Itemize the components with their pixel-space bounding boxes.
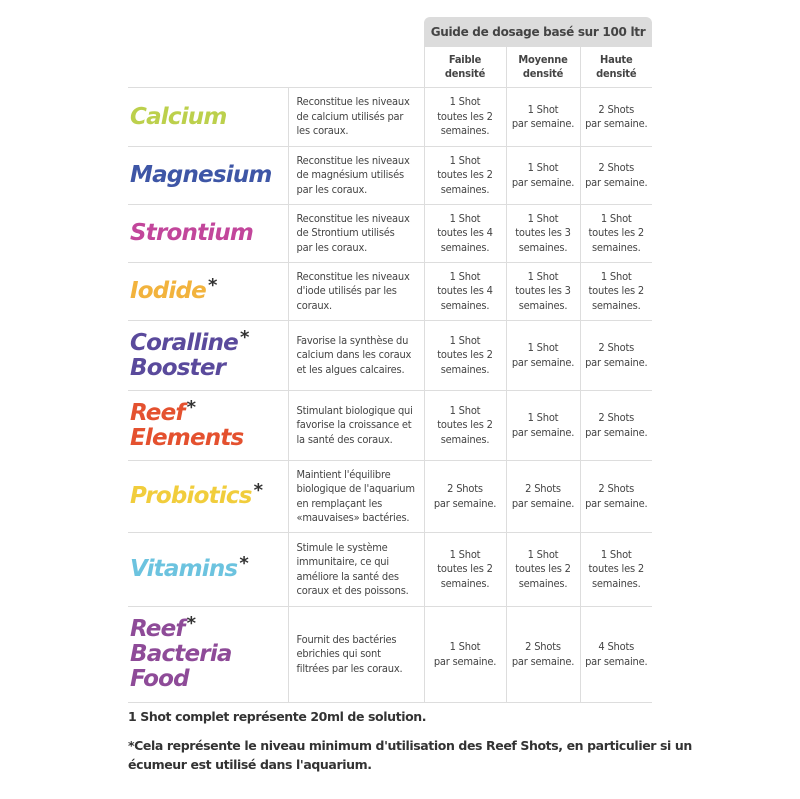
product-name-line: Vitamins	[130, 556, 238, 582]
product-name-line: Coralline	[130, 329, 239, 356]
product-name: Reef * Bacteria Food	[128, 606, 289, 703]
dose-low-density: 1 Shot toutes les 4 semaines.	[423, 204, 507, 263]
product-name-line: Reef	[130, 399, 185, 426]
blank-header-cell	[128, 47, 288, 88]
dosage-table: Faible densité Moyenne densité Haute den…	[128, 47, 652, 703]
dose-medium-density: 1 Shot par semaine.	[505, 146, 581, 205]
table-row: Probiotics * Maintient l'équilibre biologi…	[128, 460, 652, 533]
dose-medium-density: 2 Shots par semaine.	[505, 460, 581, 533]
asterisk-mark: *	[239, 553, 248, 574]
product-description: Reconstitue les niveaux de Strontium uti…	[287, 204, 425, 263]
product-name-line: Elements	[130, 424, 244, 451]
dose-low-density: 1 Shot toutes les 2 semaines.	[423, 87, 507, 147]
table-row: Calcium Reconstitue les niveaux de calciu…	[128, 87, 652, 147]
table-row: Reef * Bacteria Food Fournit des bactéries e…	[128, 606, 652, 703]
table-row: Coralline * Booster Favorise la synthèse du…	[128, 320, 652, 391]
dose-low-density: 2 Shots par semaine.	[423, 460, 507, 533]
asterisk-mark: *	[207, 275, 217, 296]
dose-high-density: 2 Shots par semaine.	[579, 460, 652, 533]
dose-medium-density: 1 Shot par semaine.	[505, 320, 581, 391]
product-name: Probiotics *	[128, 460, 289, 533]
product-name-line: Booster	[130, 354, 226, 381]
product-name: Reef * Elements	[128, 390, 289, 461]
dose-high-density: 1 Shot toutes les 2 semaines.	[579, 262, 652, 321]
dose-high-density: 2 Shots par semaine.	[579, 146, 652, 205]
asterisk-mark: *	[186, 613, 196, 634]
dosage-guide-header: Guide de dosage basé sur 100 ltr	[424, 17, 652, 47]
product-name-line: Strontium	[130, 220, 254, 246]
dose-low-density: 1 Shot toutes les 4 semaines.	[423, 262, 507, 321]
column-header-row: Faible densité Moyenne densité Haute den…	[128, 47, 652, 88]
product-name-line: Probiotics	[130, 483, 252, 509]
column-header-high-density: Haute densité	[579, 47, 652, 88]
dose-high-density: 2 Shots par semaine.	[579, 87, 652, 147]
column-header-medium-density: Moyenne densité	[505, 47, 581, 88]
dose-medium-density: 1 Shot par semaine.	[505, 87, 581, 147]
product-name-line: Reef	[130, 616, 185, 642]
asterisk-mark: *	[253, 480, 263, 501]
product-name: Vitamins *	[128, 532, 289, 607]
dose-medium-density: 1 Shot toutes les 3 semaines.	[505, 204, 581, 263]
blank-header-cell	[288, 47, 424, 88]
product-name: Coralline * Booster	[128, 320, 289, 391]
product-description: Reconstitue les niveaux de calcium utili…	[287, 87, 425, 147]
table-row: Reef * Elements Stimulant biologique qui fa…	[128, 390, 652, 461]
dose-low-density: 1 Shot par semaine.	[423, 606, 507, 703]
product-description: Stimulant biologique qui favorise la cro…	[287, 390, 425, 461]
dose-low-density: 1 Shot toutes les 2 semaines.	[423, 146, 507, 205]
product-name-line: Food	[130, 666, 190, 692]
product-name-line: Calcium	[130, 103, 227, 130]
product-description: Reconstitue les niveaux d'iode utilisés …	[287, 262, 425, 321]
table-row: Iodide * Reconstitue les niveaux d'iode ut…	[128, 262, 652, 321]
dose-low-density: 1 Shot toutes les 2 semaines.	[423, 532, 507, 607]
dose-low-density: 1 Shot toutes les 2 semaines.	[423, 390, 507, 461]
dose-high-density: 2 Shots par semaine.	[579, 390, 652, 461]
footnote-shot: 1 Shot complet représente 20ml de soluti…	[128, 709, 427, 724]
product-description: Reconstitue les niveaux de magnésium uti…	[287, 146, 425, 205]
product-name-line: Bacteria	[130, 641, 232, 667]
dose-high-density: 1 Shot toutes les 2 semaines.	[579, 204, 652, 263]
dose-low-density: 1 Shot toutes les 2 semaines.	[423, 320, 507, 391]
product-description: Maintient l'équilibre biologique de l'aq…	[287, 460, 425, 533]
product-description: Stimule le système immunitaire, ce qui a…	[287, 532, 425, 607]
asterisk-mark: *	[239, 326, 249, 348]
product-name: Calcium	[128, 87, 289, 147]
product-description: Favorise la synthèse du calcium dans les…	[287, 320, 425, 391]
dose-medium-density: 2 Shots par semaine.	[505, 606, 581, 703]
product-name-line: Iodide	[130, 278, 207, 304]
dose-medium-density: 1 Shot toutes les 2 semaines.	[505, 532, 581, 607]
table-row: Vitamins * Stimule le système immunitaire,…	[128, 532, 652, 607]
asterisk-mark: *	[186, 396, 196, 418]
dose-high-density: 2 Shots par semaine.	[579, 320, 652, 391]
footnote-asterisk: *Cela représente le niveau minimum d'uti…	[128, 738, 692, 772]
product-description: Fournit des bactéries ebrichies qui sont…	[287, 606, 425, 703]
product-name-line: Magnesium	[130, 162, 272, 188]
product-name: Strontium	[128, 204, 289, 263]
dose-high-density: 4 Shots par semaine.	[579, 606, 652, 703]
table-row: Strontium Reconstitue les niveaux de Stro…	[128, 204, 652, 263]
product-name: Magnesium	[128, 146, 289, 205]
dose-medium-density: 1 Shot toutes les 3 semaines.	[505, 262, 581, 321]
column-header-low-density: Faible densité	[423, 47, 507, 88]
table-row: Magnesium Reconstitue les niveaux de magn…	[128, 146, 652, 205]
product-name: Iodide *	[128, 262, 289, 321]
dose-medium-density: 1 Shot par semaine.	[505, 390, 581, 461]
dose-high-density: 1 Shot toutes les 2 semaines.	[579, 532, 652, 607]
